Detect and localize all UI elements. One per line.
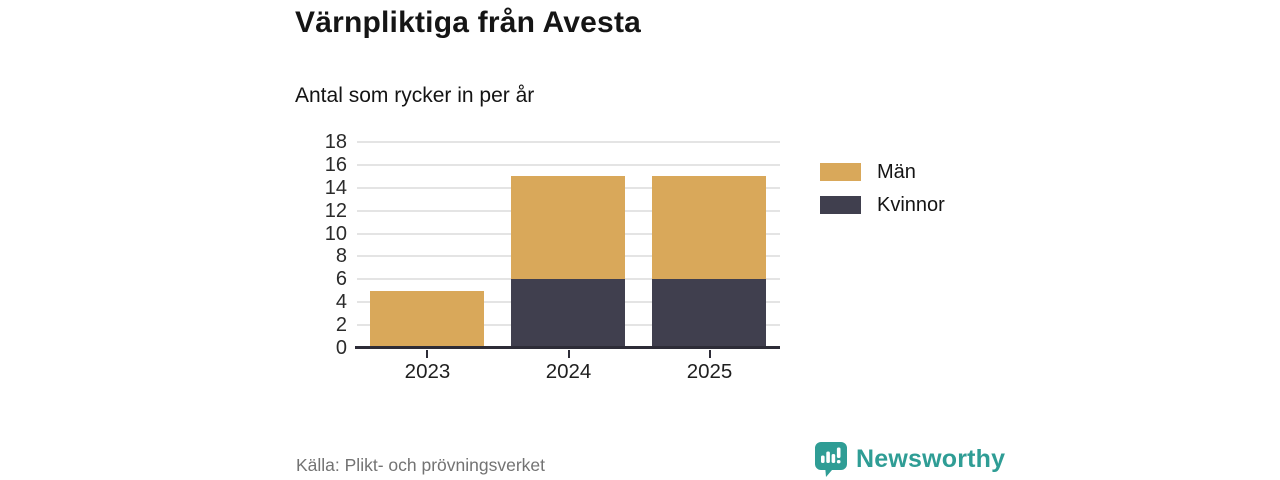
y-tick-label: 18 xyxy=(324,131,347,153)
exclamation-bar-glyph xyxy=(836,447,841,458)
x-tick-label-2025: 2025 xyxy=(686,360,733,383)
y-tick-label: 10 xyxy=(324,222,347,245)
plot-area: 2023 2024 2025 xyxy=(355,141,780,383)
brand-name: Newsworthy xyxy=(856,445,1006,473)
y-axis: 0 2 4 6 8 10 12 14 16 18 xyxy=(295,132,347,358)
bar-segment-män-2023 xyxy=(370,290,485,348)
bar-group-2024 xyxy=(498,142,639,348)
x-tick xyxy=(426,350,429,358)
bar-segment-män-2024 xyxy=(511,176,626,280)
legend-item-män: Män xyxy=(820,162,945,182)
legend-item-kvinnor: Kvinnor xyxy=(820,195,945,215)
y-tick-label: 2 xyxy=(335,314,347,337)
legend: Män Kvinnor xyxy=(820,162,945,215)
brand: Newsworthy xyxy=(814,441,1005,478)
bar-glyph-2 xyxy=(826,451,830,463)
x-tick-label-2023: 2023 xyxy=(404,360,451,383)
gridline xyxy=(357,141,780,143)
bar-segment-kvinnor-2024 xyxy=(511,279,626,348)
x-tick-label-2024: 2024 xyxy=(545,360,592,383)
chart-subtitle: Antal som rycker in per år xyxy=(295,84,535,107)
speech-bubble-shape xyxy=(815,442,847,477)
chart-title: Värnpliktiga från Avesta xyxy=(295,6,642,39)
bar-segment-kvinnor-2025 xyxy=(652,279,767,348)
stacked-bar-2025 xyxy=(652,142,767,348)
bar-group-2025 xyxy=(639,142,780,348)
legend-swatch-kvinnor xyxy=(820,196,861,214)
y-tick-label: 16 xyxy=(324,153,347,176)
y-tick-label: 4 xyxy=(335,291,347,314)
y-tick-label: 0 xyxy=(335,337,347,359)
bar-glyph-3 xyxy=(831,454,836,463)
bar-glyph-1 xyxy=(821,455,825,463)
newsworthy-logo-icon xyxy=(815,442,847,477)
bar-group-2023 xyxy=(357,142,498,348)
stacked-bar-2024 xyxy=(511,142,626,348)
gridline xyxy=(357,163,780,166)
legend-label-kvinnor: Kvinnor xyxy=(877,194,945,216)
legend-swatch-män xyxy=(820,163,861,181)
y-tick-label: 14 xyxy=(324,176,347,199)
stacked-bar-2023 xyxy=(370,142,485,348)
x-axis-baseline xyxy=(355,346,780,349)
bar-segment-män-2025 xyxy=(652,176,767,280)
y-tick-label: 12 xyxy=(324,199,347,222)
exclamation-dot-glyph xyxy=(836,460,841,464)
y-tick-label: 6 xyxy=(335,268,347,291)
x-tick xyxy=(567,350,570,358)
source-note: Källa: Plikt- och prövningsverket xyxy=(296,455,545,475)
legend-label-män: Män xyxy=(877,161,916,183)
y-tick-label: 8 xyxy=(335,245,347,268)
x-tick xyxy=(708,350,711,358)
